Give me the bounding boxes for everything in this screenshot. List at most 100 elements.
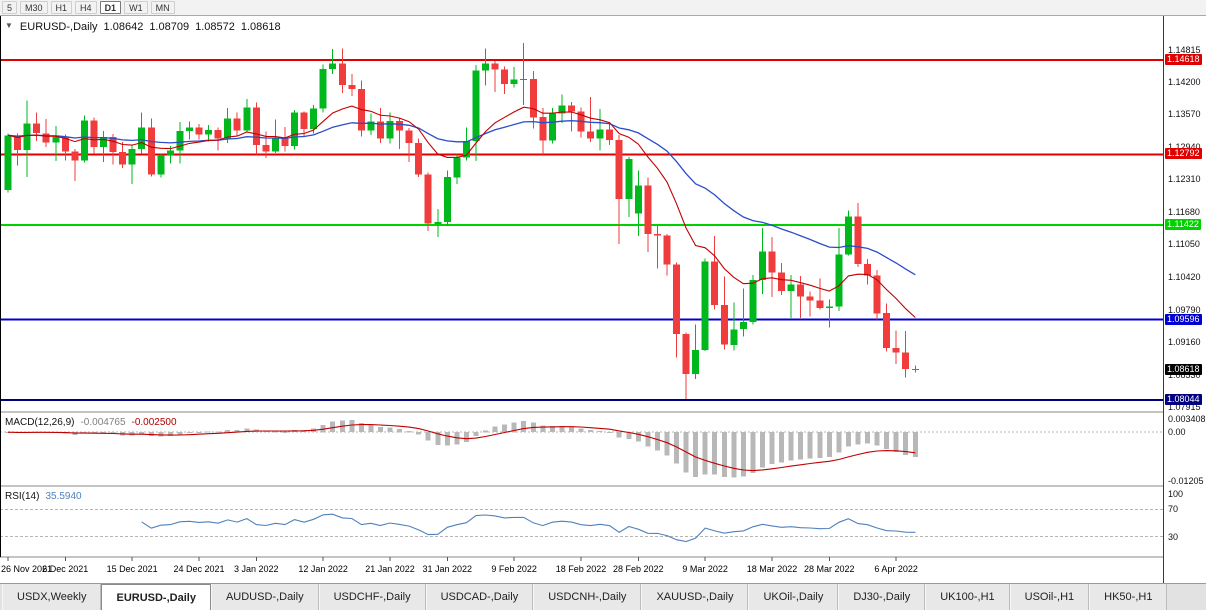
macd-histogram-bar [272, 431, 278, 433]
candle-body [348, 85, 356, 89]
macd-histogram-bar [358, 422, 364, 433]
rsi-title: RSI(14) [5, 491, 40, 502]
timeframe-button-mn[interactable]: MN [150, 1, 175, 14]
macd-main-value: -0.004765 [80, 417, 126, 428]
macd-signal-line [7, 424, 916, 472]
candle-body [462, 141, 470, 158]
date-label: 26 Nov 2021 [1, 564, 52, 574]
tab-usdchf-daily[interactable]: USDCHF-,Daily [318, 584, 426, 610]
macd-histogram-bar [244, 428, 250, 433]
candle-body [147, 127, 155, 175]
date-label: 9 Feb 2022 [491, 564, 537, 574]
macd-histogram-bar [483, 430, 488, 433]
candle-body [720, 304, 728, 345]
timeframe-button-h4[interactable]: H4 [75, 1, 97, 14]
tab-uk100-h1[interactable]: UK100-,H1 [925, 584, 1010, 610]
macd-histogram-bar [654, 432, 660, 451]
price-scale-label: 1.12310 [1168, 174, 1201, 185]
candle-body [606, 129, 614, 140]
macd-histogram-bar [463, 432, 469, 443]
tab-eurusd-daily[interactable]: EURUSD-,Daily [101, 584, 211, 610]
macd-histogram-bar [397, 429, 403, 433]
tab-xauusd-daily[interactable]: XAUUSD-,Daily [641, 584, 749, 610]
candle-body [291, 112, 298, 147]
price-scale-label: 1.14200 [1168, 76, 1201, 87]
rsi-scale-label-70: 70 [1168, 504, 1179, 515]
timeframe-button-d1[interactable]: D1 [99, 1, 122, 14]
candle-body [434, 222, 442, 224]
macd-histogram-bar [425, 432, 431, 441]
candle-body [61, 136, 69, 152]
price-scale[interactable]: 1.14815 1.14200 1.13570 1.12940 1.12310 1.116… [1163, 16, 1206, 583]
candle-body [692, 349, 700, 375]
macd-histogram-bar [167, 432, 173, 437]
price-scale-label: 1.13570 [1168, 109, 1201, 120]
timeframe-button-w1[interactable]: W1 [124, 1, 148, 14]
macd-histogram-bar [492, 426, 498, 433]
macd-histogram-bar [569, 426, 574, 433]
candle-body [338, 63, 346, 86]
candle-body [797, 284, 805, 297]
price-badge-1.11422: 1.11422 [1165, 219, 1201, 231]
candle-body [90, 120, 98, 148]
candle-body [615, 140, 623, 199]
timeframe-button-5[interactable]: 5 [2, 1, 18, 14]
price-scale-label: 1.09790 [1168, 304, 1201, 315]
candle-body [548, 113, 556, 141]
tab-usdcnh-daily[interactable]: USDCNH-,Daily [533, 584, 642, 610]
date-label: 28 Mar 2022 [804, 564, 855, 574]
candle-body [367, 121, 375, 131]
macd-histogram-bar [635, 432, 641, 442]
macd-scale-zero-label: 0.00 [1168, 427, 1186, 438]
candle-body [892, 347, 900, 353]
symbol-dropdown-icon[interactable]: ▼ [5, 21, 13, 30]
candle-body [825, 306, 833, 309]
tab-hk50-h1[interactable]: HK50-,H1 [1089, 584, 1168, 610]
tab-dj30-daily[interactable]: DJ30-,Daily [838, 584, 926, 610]
candle-body [787, 284, 795, 291]
candle-body [300, 112, 308, 130]
ohlc-high-value: 1.08709 [149, 21, 190, 33]
candle-body [749, 280, 757, 322]
macd-histogram-bar [549, 426, 555, 433]
macd-histogram-bar [444, 432, 450, 446]
macd-histogram-bar [855, 432, 861, 445]
chart-title: ▼ EURUSD-,Daily 1.08642 1.08709 1.08572 … [5, 21, 281, 33]
candle-body [109, 136, 117, 152]
macd-histogram-bar [158, 432, 164, 437]
date-label: 24 Dec 2021 [173, 564, 224, 574]
candle-body [778, 272, 786, 291]
moving-average-fast-line [7, 105, 916, 318]
candle-body [558, 105, 566, 114]
tab-usdx-weekly[interactable]: USDX,Weekly [2, 584, 102, 610]
candle-body [520, 79, 528, 80]
timeframe-toolbar: 5 M30 H1 H4 D1 W1 MN [0, 0, 1206, 16]
candle-body [128, 148, 136, 165]
tab-audusd-daily[interactable]: AUDUSD-,Daily [210, 584, 319, 610]
candle-body [739, 322, 747, 330]
tab-usoil-h1[interactable]: USOil-,H1 [1009, 584, 1090, 610]
candle-body [568, 105, 575, 112]
timeframe-button-h1[interactable]: H1 [50, 1, 73, 14]
price-scale-label: 1.11050 [1168, 239, 1200, 250]
candle-body [529, 79, 537, 118]
macd-histogram-bar [416, 432, 422, 435]
macd-histogram-bar [177, 432, 183, 435]
current-price-badge: 1.08618 [1165, 364, 1202, 376]
candle-body [186, 127, 193, 132]
macd-histogram-bar [779, 432, 785, 463]
candle-body [854, 216, 862, 265]
macd-histogram-bar [139, 432, 145, 435]
candle-body [195, 127, 203, 135]
ohlc-open-value: 1.08642 [103, 21, 144, 33]
tab-usdcad-daily[interactable]: USDCAD-,Daily [425, 584, 534, 610]
macd-histogram-bar [473, 432, 479, 436]
macd-histogram-bar [769, 432, 775, 465]
macd-histogram-bar [626, 432, 632, 439]
macd-histogram-bar [912, 432, 918, 458]
tab-ukoil-daily[interactable]: UKOil-,Daily [748, 584, 839, 610]
timeframe-button-m30[interactable]: M30 [20, 1, 48, 14]
candle-body [816, 300, 824, 309]
chart-area: 26 Nov 2021 6 Dec 2021 15 Dec 2021 24 Dec 2… [0, 16, 1206, 583]
